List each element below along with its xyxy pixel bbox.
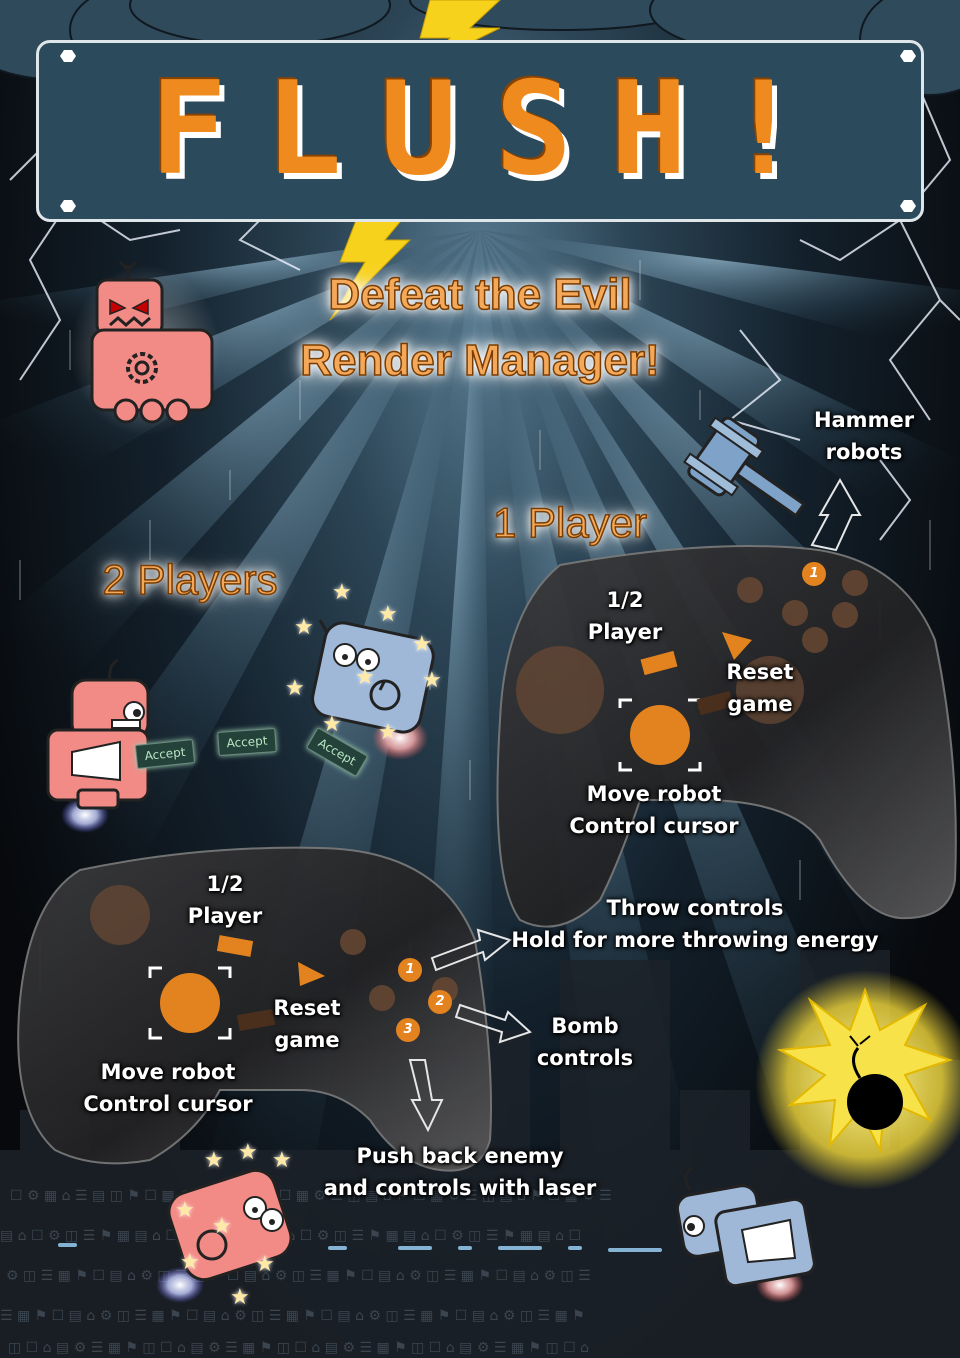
game-title: FLUSH!: [149, 55, 841, 204]
star-icon: ★: [378, 602, 398, 627]
button-number: 2: [428, 990, 452, 1014]
tagline-line2: Render Manager!: [300, 335, 661, 386]
svg-text:☐ ⚙ ▦ ⌂ ☰ ▤ ◫ ⚑ ☐ ▦ ⚙ ☰ ◫ ▤ ⌂: ☐ ⚙ ▦ ⌂ ☰ ▤ ◫ ⚑ ☐ ▦ ⚙ ☰ ◫ ▤ ⌂ ⚑ ☐ ▦ ⚙ ☰ …: [10, 1188, 612, 1204]
player-select-label: 1/2 Player: [187, 872, 263, 928]
button-number: 3: [396, 1018, 420, 1042]
star-icon: ★: [212, 1214, 232, 1239]
one-player-heading: 1 Player: [492, 498, 648, 547]
button-number: 1: [802, 562, 826, 586]
star-icon: ★: [294, 615, 314, 640]
star-icon: ★: [422, 668, 442, 693]
panel-bolts: [60, 50, 916, 212]
blue-robot-shooter: [675, 1166, 816, 1303]
accept-badge: Accept: [217, 728, 277, 756]
star-icon: ★: [322, 712, 342, 737]
reset-label: Reset game: [726, 660, 794, 716]
tagline: Defeat the Evil Render Manager!: [230, 262, 730, 394]
player-select-label: 1/2 Player: [587, 588, 663, 644]
evil-robot: [70, 260, 220, 435]
svg-text:☰ ▦ ⚑ ☐ ▤ ⌂ ⚙ ◫ ☰ ▦ ⚑ ☐ ▤ ⌂ ⚙: ☰ ▦ ⚑ ☐ ▤ ⌂ ⚙ ◫ ☰ ▦ ⚑ ☐ ▤ ⌂ ⚙ ◫ ☰ ▦ ⚑ ☐ …: [0, 1308, 585, 1324]
bomb-icon: [755, 970, 960, 1190]
button-number: 1: [398, 958, 422, 982]
star-icon: ★: [175, 1198, 195, 1223]
title-panel: FLUSH!: [36, 40, 924, 222]
city-glyphs: ☐ ⚙ ▦ ⌂ ☰ ▤ ◫ ⚑ ☐ ▦ ⚙ ☰ ◫ ▤ ⌂ ⚑ ☐ ▦ ⚙ ☰ …: [0, 1188, 612, 1356]
star-icon: ★: [230, 1285, 250, 1310]
star-icon: ★: [180, 1250, 200, 1275]
blue-robot-dazed: [311, 619, 435, 760]
arrow-icon: [810, 477, 862, 552]
svg-text:◫ ☐ ⌂ ▤ ⚙ ☰ ▦ ⚑ ◫ ☐ ⌂ ▤ ⚙ ☰ ▦: ◫ ☐ ⌂ ▤ ⚙ ☰ ▦ ⚑ ◫ ☐ ⌂ ▤ ⚙ ☰ ▦ ⚑ ◫ ☐ ⌂ ▤ …: [8, 1340, 589, 1356]
star-icon: ★: [272, 1148, 292, 1173]
star-icon: ★: [255, 1252, 275, 1277]
controller-one-player: [496, 545, 957, 928]
star-icon: ★: [332, 580, 352, 605]
hammer-label: Hammer robots: [813, 408, 915, 464]
tagline-line1: Defeat the Evil: [328, 269, 633, 320]
move-label: Move robot Control cursor: [83, 1060, 253, 1116]
star-icon: ★: [412, 632, 432, 657]
pink-robot-shooter: [46, 658, 150, 833]
star-icon: ★: [285, 676, 305, 701]
arrow-icon: [408, 928, 532, 1133]
pink-robot-dazed: [156, 1168, 293, 1303]
gear-icon: [126, 352, 158, 384]
star-icon: ★: [378, 720, 398, 745]
star-icon: ★: [238, 1140, 258, 1165]
svg-text:⚙ ◫ ☰ ▦ ⚑ ☐ ▤ ⌂ ⚙ ◫ ☰ ▦ ⚑ ☐ ▤: ⚙ ◫ ☰ ▦ ⚑ ☐ ▤ ⌂ ⚙ ◫ ☰ ▦ ⚑ ☐ ▤ ⌂ ⚙ ◫ ☰ ▦ …: [6, 1268, 591, 1284]
two-players-heading: 2 Players: [102, 555, 279, 604]
star-icon: ★: [204, 1148, 224, 1173]
push-label: Push back enemy and controls with laser: [323, 1144, 597, 1200]
star-icon: ★: [355, 665, 375, 690]
throw-label: Throw controls Hold for more throwing en…: [511, 896, 879, 952]
move-label: Move robot Control cursor: [569, 782, 739, 838]
hammer-icon: [683, 416, 806, 518]
bomb-label: Bomb controls: [536, 1014, 634, 1070]
controller-two-players: [17, 846, 492, 1172]
reset-label: Reset game: [273, 996, 341, 1052]
